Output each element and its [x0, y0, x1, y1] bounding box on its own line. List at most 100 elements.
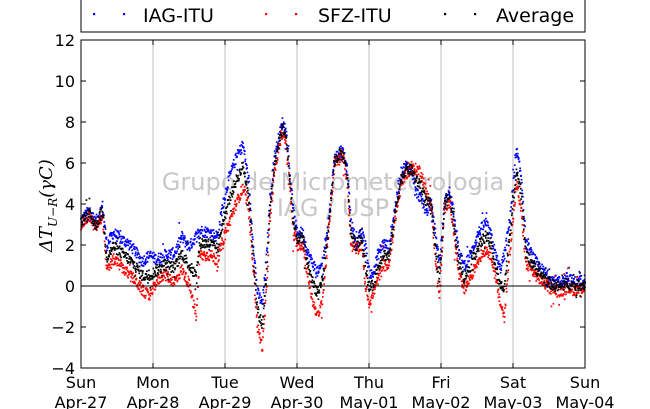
data-point [515, 183, 517, 186]
data-point [500, 287, 502, 290]
data-point [226, 222, 229, 225]
data-point [243, 150, 246, 153]
data-point [320, 300, 323, 302]
data-point [463, 268, 466, 271]
data-point [257, 331, 260, 333]
data-point [355, 244, 358, 247]
data-point [315, 294, 318, 297]
data-point [338, 156, 341, 159]
data-point [289, 190, 292, 193]
data-point [221, 242, 224, 245]
data-point [485, 253, 488, 256]
data-point [163, 264, 165, 267]
data-point [271, 184, 274, 187]
data-point [229, 172, 232, 175]
data-point [285, 137, 287, 139]
data-point [122, 236, 125, 238]
data-point [397, 182, 400, 185]
data-point [341, 150, 343, 153]
data-point [139, 290, 142, 293]
data-point [191, 296, 193, 299]
data-point [374, 265, 377, 267]
data-point [322, 277, 324, 280]
data-point [514, 202, 516, 204]
data-point [252, 238, 254, 241]
data-point [381, 258, 384, 260]
data-point [401, 170, 404, 173]
data-point [280, 138, 283, 141]
data-point [502, 315, 505, 318]
data-point [255, 316, 258, 318]
data-point [105, 236, 108, 239]
data-point [297, 232, 299, 235]
data-point [134, 254, 137, 257]
data-point [110, 263, 113, 266]
data-point [440, 250, 443, 252]
data-point [452, 224, 455, 227]
data-point [527, 267, 529, 270]
data-point [509, 247, 512, 249]
y-tick-label: 8 [65, 113, 75, 132]
data-point [434, 236, 437, 238]
data-point [542, 282, 544, 285]
data-point [111, 231, 114, 234]
data-point [482, 228, 485, 231]
data-point [179, 255, 182, 258]
legend-label: SFZ-ITU [318, 5, 392, 27]
data-point [201, 238, 203, 240]
data-point [271, 169, 274, 172]
data-point [311, 262, 314, 265]
data-point [391, 226, 394, 228]
data-point [415, 173, 418, 176]
data-point [269, 194, 272, 196]
data-point [163, 256, 165, 258]
data-point [254, 259, 256, 262]
data-point [189, 264, 191, 266]
data-point [449, 196, 452, 199]
data-point [218, 237, 220, 239]
data-point [231, 190, 234, 192]
data-point [532, 269, 535, 272]
data-point [578, 270, 581, 273]
data-point [545, 281, 547, 284]
data-point [487, 239, 490, 242]
data-point [256, 301, 259, 304]
data-point [246, 199, 248, 202]
data-point [517, 157, 520, 160]
data-point [144, 288, 147, 290]
data-point [347, 195, 349, 198]
data-point [308, 287, 311, 289]
data-point [475, 241, 478, 244]
data-point [445, 194, 447, 197]
data-point [92, 224, 95, 227]
data-point [240, 151, 243, 154]
data-point [326, 225, 329, 228]
data-point [531, 265, 534, 268]
data-point [373, 271, 375, 274]
data-point [108, 234, 111, 237]
data-point [365, 270, 368, 272]
data-point [526, 250, 529, 253]
data-point [484, 253, 487, 256]
data-point [224, 229, 226, 232]
data-point [395, 202, 398, 205]
data-point [429, 198, 431, 201]
data-point [299, 247, 301, 250]
data-point [479, 260, 482, 263]
data-point [265, 288, 268, 291]
data-point [367, 298, 370, 301]
data-point [122, 250, 124, 253]
data-point [135, 268, 138, 271]
data-point [519, 167, 522, 170]
data-point [183, 255, 186, 257]
data-point [500, 305, 503, 308]
data-point [234, 186, 237, 188]
data-point [164, 277, 166, 279]
data-point [518, 202, 521, 205]
data-point [497, 260, 500, 262]
data-point [212, 244, 215, 247]
data-point [99, 215, 101, 217]
data-point [471, 269, 474, 271]
data-point [389, 253, 392, 256]
data-point [342, 157, 345, 159]
